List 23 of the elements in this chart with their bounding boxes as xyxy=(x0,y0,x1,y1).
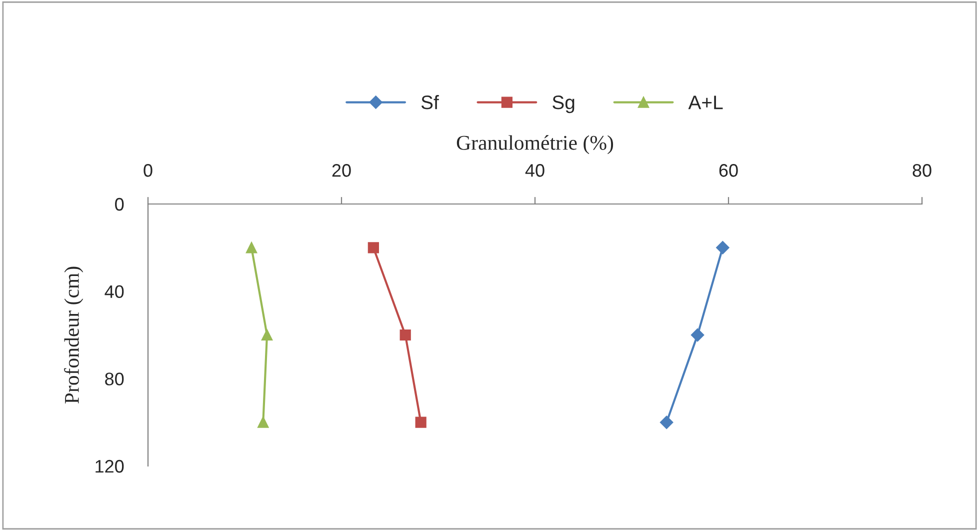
y-tick-label: 80 xyxy=(105,372,124,386)
x-tick-label: 40 xyxy=(525,164,544,177)
legend-label: A+L xyxy=(688,96,723,110)
x-tick-label: 60 xyxy=(719,164,738,177)
legend-label: Sg xyxy=(552,96,574,114)
x-axis-title: Granulométrie (%) xyxy=(456,135,614,154)
y-tick-label: 40 xyxy=(104,285,124,298)
y-axis-title: Profondeur (cm) xyxy=(64,266,84,404)
x-tick-label: 0 xyxy=(144,164,152,177)
point xyxy=(690,328,704,342)
point xyxy=(415,416,426,428)
y-tick-label: 120 xyxy=(96,460,124,473)
x-tick-label: 20 xyxy=(332,164,351,177)
point xyxy=(258,416,269,428)
point xyxy=(716,241,730,254)
point xyxy=(400,329,411,341)
point xyxy=(368,242,379,254)
point xyxy=(246,242,258,254)
legend-label: Sf xyxy=(421,95,439,110)
x-tick-label: 80 xyxy=(912,164,932,177)
point xyxy=(660,416,674,429)
point xyxy=(261,329,273,341)
y-tick-label: 0 xyxy=(115,198,124,211)
